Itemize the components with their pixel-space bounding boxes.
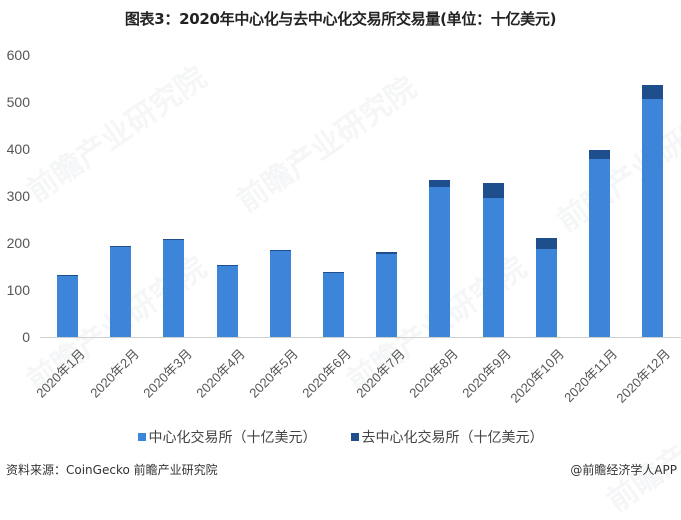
bar-segment-decentralized[interactable]	[429, 180, 451, 187]
bar-segment-decentralized[interactable]	[163, 239, 185, 241]
y-tick-label: 200	[6, 235, 30, 251]
bar-stack[interactable]	[482, 182, 504, 337]
bar-segment-centralized[interactable]	[429, 186, 451, 337]
bar-segment-decentralized[interactable]	[642, 85, 664, 100]
bar-segment-centralized[interactable]	[269, 250, 291, 337]
bar-segment-decentralized[interactable]	[482, 182, 504, 198]
bar-segment-centralized[interactable]	[163, 240, 185, 337]
bar-stack[interactable]	[163, 239, 185, 337]
bar-stack[interactable]	[535, 237, 557, 337]
bar-stack[interactable]	[110, 245, 132, 337]
y-tick-label: 400	[6, 141, 30, 157]
legend: 中心化交易所（十亿美元） 去中心化交易所（十亿美元）	[0, 427, 681, 447]
bar-stack[interactable]	[429, 180, 451, 337]
source-note: 资料来源：CoinGecko 前瞻产业研究院	[6, 463, 218, 477]
bar-segment-centralized[interactable]	[535, 249, 557, 337]
x-tick-label: 2020年5月	[246, 346, 302, 401]
x-tick-label: 2020年12月	[613, 346, 674, 406]
bar-stack[interactable]	[269, 250, 291, 337]
bar-segment-decentralized[interactable]	[216, 265, 238, 267]
bar-segment-decentralized[interactable]	[57, 274, 78, 276]
bar-stack[interactable]	[642, 85, 664, 337]
x-axis-line	[40, 337, 681, 338]
bar-segment-decentralized[interactable]	[589, 149, 610, 159]
legend-swatch-centralized	[137, 433, 146, 441]
credit-note: @前瞻经济学人APP	[570, 463, 677, 477]
x-tick-label: 2020年6月	[299, 346, 355, 401]
y-tick-label: 500	[6, 94, 30, 110]
x-tick-label: 2020年2月	[86, 346, 142, 401]
bar-stack[interactable]	[376, 251, 398, 337]
x-tick-label: 2020年1月	[33, 346, 89, 401]
bar-segment-decentralized[interactable]	[535, 237, 557, 250]
legend-label-centralized: 中心化交易所（十亿美元）	[148, 430, 317, 446]
y-tick-label: 0	[22, 329, 30, 345]
x-tick-label: 2020年7月	[352, 346, 408, 401]
bar-segment-centralized[interactable]	[216, 266, 238, 337]
legend-label-decentralized: 去中心化交易所（十亿美元）	[361, 430, 544, 446]
x-tick-label: 2020年8月	[406, 346, 461, 401]
watermark-text: 前瞻产业研究院	[20, 60, 214, 210]
x-tick-label: 2020年10月	[507, 346, 568, 406]
bar-segment-centralized[interactable]	[642, 99, 664, 337]
y-tick-label: 300	[6, 188, 30, 204]
x-tick-label: 2020年11月	[561, 346, 621, 406]
y-tick-label: 100	[6, 282, 30, 298]
bar-segment-centralized[interactable]	[589, 158, 610, 337]
chart-title: 图表3：2020年中心化与去中心化交易所交易量(单位：十亿美元)	[124, 10, 557, 28]
bar-segment-decentralized[interactable]	[323, 272, 344, 274]
y-tick-label: 600	[6, 47, 30, 63]
bar-segment-centralized[interactable]	[323, 273, 344, 337]
bar-segment-centralized[interactable]	[57, 275, 78, 337]
watermark-text: 前瞻产业研究院	[230, 70, 424, 220]
bar-stack[interactable]	[589, 149, 610, 337]
bar-stack[interactable]	[216, 265, 238, 337]
x-tick-label: 2020年4月	[193, 346, 248, 401]
x-tick-label: 2020年3月	[140, 346, 195, 401]
bar-segment-decentralized[interactable]	[376, 251, 398, 254]
bar-segment-decentralized[interactable]	[110, 245, 132, 247]
bar-segment-decentralized[interactable]	[269, 250, 291, 251]
bar-segment-centralized[interactable]	[376, 253, 398, 337]
bar-segment-centralized[interactable]	[110, 246, 132, 337]
bar-stack[interactable]	[323, 272, 344, 337]
bar-stack[interactable]	[57, 274, 78, 337]
legend-item-centralized[interactable]: 中心化交易所（十亿美元）	[137, 427, 317, 447]
legend-swatch-decentralized	[350, 433, 359, 441]
bar-segment-centralized[interactable]	[482, 197, 504, 337]
legend-item-decentralized[interactable]: 去中心化交易所（十亿美元）	[350, 427, 544, 447]
